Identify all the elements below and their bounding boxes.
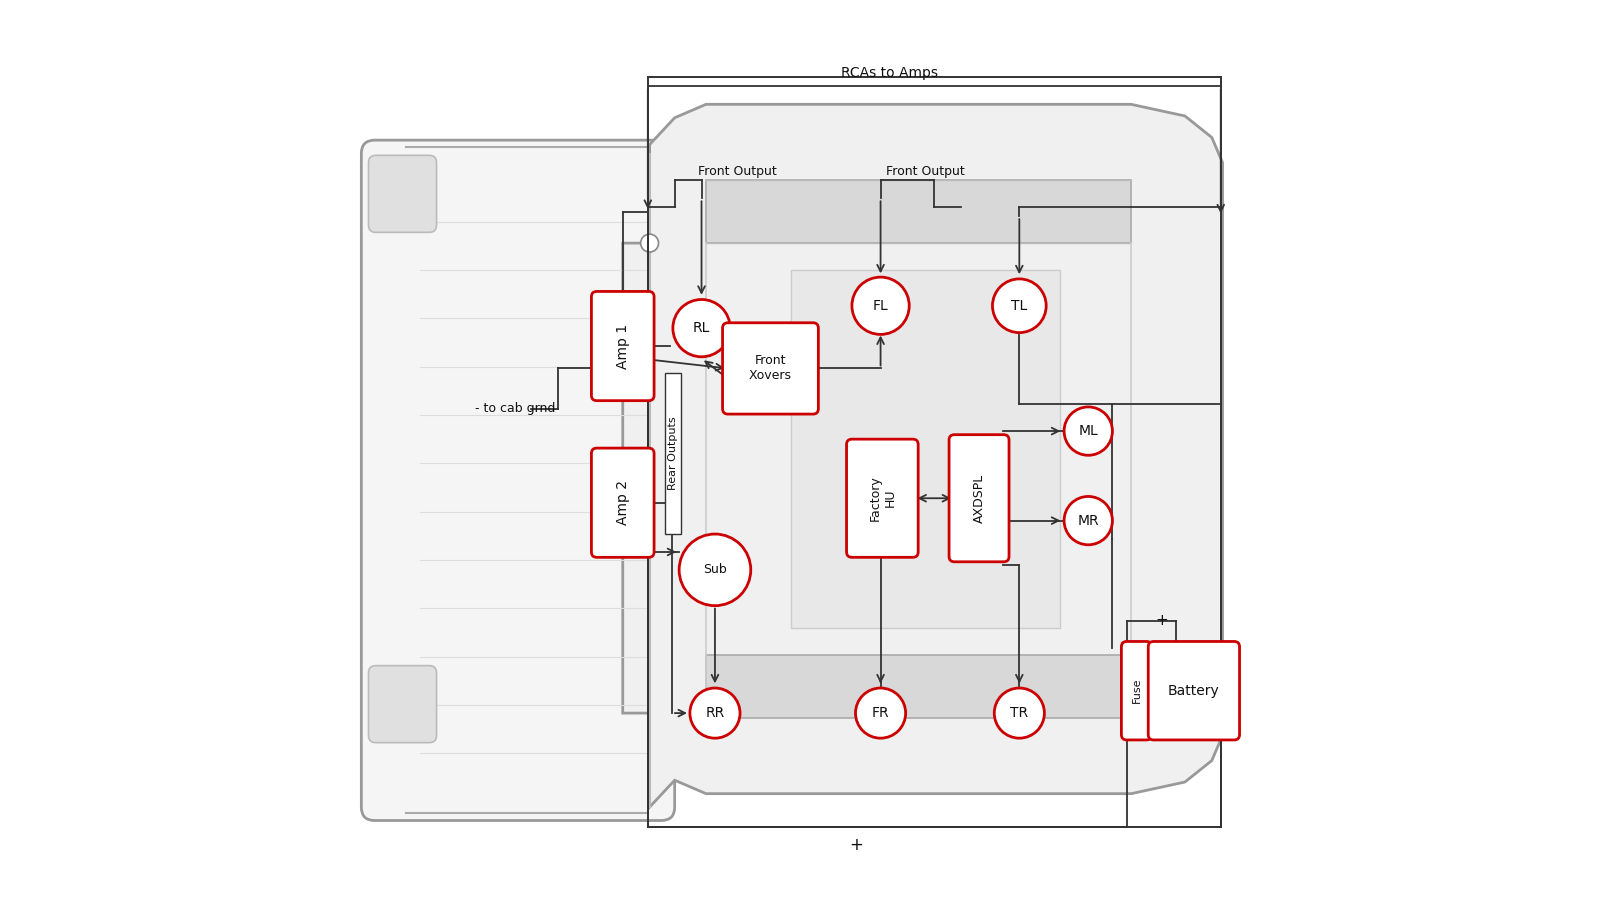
Text: Rear Outputs: Rear Outputs xyxy=(667,417,678,490)
Text: Front Output: Front Output xyxy=(698,165,776,178)
FancyBboxPatch shape xyxy=(592,448,654,558)
Circle shape xyxy=(992,279,1046,332)
Text: +: + xyxy=(850,836,864,854)
Text: Amp 1: Amp 1 xyxy=(616,323,630,368)
Text: Front
Xovers: Front Xovers xyxy=(749,355,792,383)
Text: MR: MR xyxy=(1077,514,1099,528)
Bar xyxy=(648,76,1221,827)
Text: TR: TR xyxy=(1010,706,1029,720)
FancyBboxPatch shape xyxy=(723,322,818,414)
FancyBboxPatch shape xyxy=(368,155,437,233)
Text: Battery: Battery xyxy=(1168,683,1219,698)
Circle shape xyxy=(851,277,909,334)
FancyBboxPatch shape xyxy=(362,140,675,821)
Text: RL: RL xyxy=(693,321,710,335)
Text: ML: ML xyxy=(1078,424,1098,438)
Circle shape xyxy=(994,688,1045,738)
Circle shape xyxy=(1064,407,1112,455)
Polygon shape xyxy=(706,655,1131,718)
Text: AXDSPL: AXDSPL xyxy=(973,473,986,523)
Text: RCAs to Amps: RCAs to Amps xyxy=(842,66,938,80)
FancyBboxPatch shape xyxy=(592,292,654,401)
Circle shape xyxy=(1064,497,1112,545)
Text: Fuse: Fuse xyxy=(1131,678,1142,703)
Text: TL: TL xyxy=(1011,299,1027,313)
Polygon shape xyxy=(706,180,1131,243)
Circle shape xyxy=(856,688,906,738)
Text: Amp 2: Amp 2 xyxy=(616,480,630,525)
Text: Factory
HU: Factory HU xyxy=(869,475,896,521)
Text: Front Output: Front Output xyxy=(886,165,965,178)
FancyBboxPatch shape xyxy=(1149,641,1240,740)
Text: - to cab grnd: - to cab grnd xyxy=(475,402,555,415)
Text: RR: RR xyxy=(706,706,725,720)
Circle shape xyxy=(690,688,741,738)
Circle shape xyxy=(674,300,730,357)
FancyBboxPatch shape xyxy=(949,435,1010,562)
Text: FR: FR xyxy=(872,706,890,720)
Text: FL: FL xyxy=(872,299,888,313)
FancyBboxPatch shape xyxy=(666,373,682,534)
Circle shape xyxy=(640,234,659,252)
FancyBboxPatch shape xyxy=(368,665,437,743)
FancyBboxPatch shape xyxy=(846,439,918,558)
Text: +: + xyxy=(1155,613,1168,629)
Circle shape xyxy=(678,534,750,605)
FancyBboxPatch shape xyxy=(1122,641,1152,740)
Text: Sub: Sub xyxy=(702,563,726,577)
Polygon shape xyxy=(622,104,1222,807)
Polygon shape xyxy=(790,270,1059,628)
